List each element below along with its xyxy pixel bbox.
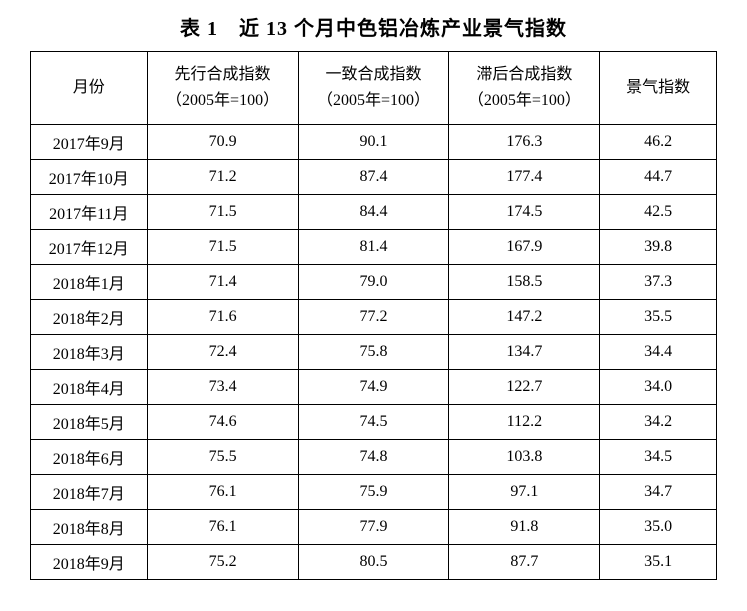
cell-m: 2017年10月 xyxy=(31,160,148,195)
cell-m: 2018年2月 xyxy=(31,300,148,335)
header-row: 月份 先行合成指数 （2005年=100） 一致合成指数 （2005年=100）… xyxy=(31,52,717,125)
col-leading-l1: 先行合成指数 xyxy=(175,66,271,83)
cell-d: 37.3 xyxy=(600,265,717,300)
cell-b: 87.4 xyxy=(298,160,449,195)
cell-b: 79.0 xyxy=(298,265,449,300)
cell-m: 2018年6月 xyxy=(31,440,148,475)
cell-a: 74.6 xyxy=(147,405,298,440)
cell-a: 76.1 xyxy=(147,510,298,545)
col-lagging-l2: （2005年=100） xyxy=(468,92,581,109)
table-row: 2017年10月71.287.4177.444.7 xyxy=(31,160,717,195)
cell-d: 34.5 xyxy=(600,440,717,475)
cell-c: 147.2 xyxy=(449,300,600,335)
cell-a: 71.4 xyxy=(147,265,298,300)
col-coincident-l1: 一致合成指数 xyxy=(325,66,421,83)
cell-a: 71.2 xyxy=(147,160,298,195)
cell-c: 91.8 xyxy=(449,510,600,545)
cell-m: 2018年9月 xyxy=(31,545,148,580)
cell-a: 75.5 xyxy=(147,440,298,475)
table-row: 2018年3月72.475.8134.734.4 xyxy=(31,335,717,370)
cell-c: 87.7 xyxy=(449,545,600,580)
cell-b: 75.8 xyxy=(298,335,449,370)
cell-b: 77.2 xyxy=(298,300,449,335)
cell-m: 2018年5月 xyxy=(31,405,148,440)
col-coincident: 一致合成指数 （2005年=100） xyxy=(298,52,449,125)
cell-a: 71.5 xyxy=(147,195,298,230)
cell-m: 2017年9月 xyxy=(31,125,148,160)
col-month: 月份 xyxy=(31,52,148,125)
cell-a: 73.4 xyxy=(147,370,298,405)
cell-a: 76.1 xyxy=(147,475,298,510)
index-table: 月份 先行合成指数 （2005年=100） 一致合成指数 （2005年=100）… xyxy=(30,51,717,580)
cell-a: 71.5 xyxy=(147,230,298,265)
cell-d: 46.2 xyxy=(600,125,717,160)
cell-d: 39.8 xyxy=(600,230,717,265)
cell-d: 34.7 xyxy=(600,475,717,510)
cell-a: 75.2 xyxy=(147,545,298,580)
cell-d: 44.7 xyxy=(600,160,717,195)
cell-b: 81.4 xyxy=(298,230,449,265)
table-row: 2018年6月75.574.8103.834.5 xyxy=(31,440,717,475)
cell-a: 72.4 xyxy=(147,335,298,370)
cell-a: 70.9 xyxy=(147,125,298,160)
table-row: 2018年9月75.280.587.735.1 xyxy=(31,545,717,580)
cell-c: 158.5 xyxy=(449,265,600,300)
cell-m: 2018年8月 xyxy=(31,510,148,545)
cell-d: 34.2 xyxy=(600,405,717,440)
col-lagging: 滞后合成指数 （2005年=100） xyxy=(449,52,600,125)
cell-b: 90.1 xyxy=(298,125,449,160)
table-row: 2018年5月74.674.5112.234.2 xyxy=(31,405,717,440)
table-row: 2018年8月76.177.991.835.0 xyxy=(31,510,717,545)
cell-b: 84.4 xyxy=(298,195,449,230)
cell-b: 74.5 xyxy=(298,405,449,440)
cell-m: 2018年3月 xyxy=(31,335,148,370)
cell-c: 176.3 xyxy=(449,125,600,160)
cell-a: 71.6 xyxy=(147,300,298,335)
cell-c: 134.7 xyxy=(449,335,600,370)
table-row: 2018年2月71.677.2147.235.5 xyxy=(31,300,717,335)
cell-d: 35.5 xyxy=(600,300,717,335)
cell-c: 103.8 xyxy=(449,440,600,475)
cell-m: 2018年1月 xyxy=(31,265,148,300)
cell-c: 112.2 xyxy=(449,405,600,440)
col-index: 景气指数 xyxy=(600,52,717,125)
table-row: 2018年1月71.479.0158.537.3 xyxy=(31,265,717,300)
cell-b: 74.9 xyxy=(298,370,449,405)
cell-m: 2018年4月 xyxy=(31,370,148,405)
table-body: 2017年9月70.990.1176.346.22017年10月71.287.4… xyxy=(31,125,717,580)
cell-b: 75.9 xyxy=(298,475,449,510)
table-row: 2017年12月71.581.4167.939.8 xyxy=(31,230,717,265)
table-row: 2017年9月70.990.1176.346.2 xyxy=(31,125,717,160)
cell-d: 34.0 xyxy=(600,370,717,405)
cell-b: 80.5 xyxy=(298,545,449,580)
cell-c: 122.7 xyxy=(449,370,600,405)
col-leading: 先行合成指数 （2005年=100） xyxy=(147,52,298,125)
col-lagging-l1: 滞后合成指数 xyxy=(476,66,572,83)
col-coincident-l2: （2005年=100） xyxy=(317,92,430,109)
cell-c: 174.5 xyxy=(449,195,600,230)
cell-c: 177.4 xyxy=(449,160,600,195)
page: 表 1 近 13 个月中色铝冶炼产业景气指数 月份 先行合成指数 （2005年=… xyxy=(0,0,747,611)
table-title: 表 1 近 13 个月中色铝冶炼产业景气指数 xyxy=(30,12,717,41)
table-row: 2018年7月76.175.997.134.7 xyxy=(31,475,717,510)
col-leading-l2: （2005年=100） xyxy=(166,92,279,109)
cell-d: 35.0 xyxy=(600,510,717,545)
table-row: 2018年4月73.474.9122.734.0 xyxy=(31,370,717,405)
cell-m: 2017年11月 xyxy=(31,195,148,230)
cell-b: 77.9 xyxy=(298,510,449,545)
cell-c: 97.1 xyxy=(449,475,600,510)
col-month-l1: 月份 xyxy=(73,79,105,96)
cell-d: 34.4 xyxy=(600,335,717,370)
cell-d: 42.5 xyxy=(600,195,717,230)
cell-m: 2017年12月 xyxy=(31,230,148,265)
cell-m: 2018年7月 xyxy=(31,475,148,510)
cell-d: 35.1 xyxy=(600,545,717,580)
col-index-l1: 景气指数 xyxy=(626,79,690,96)
cell-b: 74.8 xyxy=(298,440,449,475)
table-head: 月份 先行合成指数 （2005年=100） 一致合成指数 （2005年=100）… xyxy=(31,52,717,125)
table-row: 2017年11月71.584.4174.542.5 xyxy=(31,195,717,230)
cell-c: 167.9 xyxy=(449,230,600,265)
